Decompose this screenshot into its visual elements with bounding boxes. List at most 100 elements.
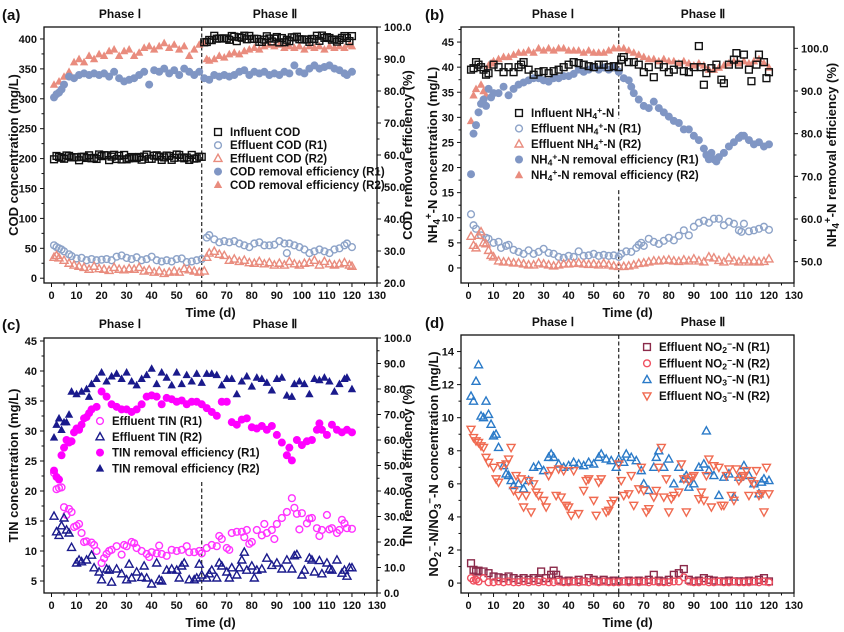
y-tick-label: 10 bbox=[25, 546, 37, 558]
data-point bbox=[260, 241, 269, 250]
data-point bbox=[554, 577, 563, 586]
legend-item: COD removal efficiency (R2) bbox=[213, 180, 385, 192]
data-point bbox=[509, 245, 518, 254]
data-point bbox=[141, 572, 152, 582]
data-point bbox=[624, 578, 633, 587]
data-point bbox=[227, 31, 236, 41]
data-point bbox=[102, 376, 111, 385]
legend-label: Effluent NO2−-N (R2) bbox=[659, 355, 770, 372]
data-point bbox=[514, 63, 523, 72]
data-point bbox=[320, 373, 329, 381]
data-point bbox=[555, 493, 567, 503]
data-point bbox=[69, 57, 79, 66]
data-point bbox=[341, 570, 353, 580]
data-point bbox=[490, 428, 502, 438]
data-point bbox=[559, 43, 568, 52]
data-point bbox=[759, 577, 769, 586]
data-point bbox=[342, 524, 352, 533]
data-point bbox=[649, 97, 658, 106]
data-point bbox=[147, 364, 156, 372]
data-point bbox=[195, 546, 204, 556]
y-tick-label: 5 bbox=[448, 238, 454, 250]
x-tick-label: 30 bbox=[537, 290, 549, 302]
data-point bbox=[466, 116, 476, 125]
data-point bbox=[295, 525, 304, 534]
data-point bbox=[494, 54, 503, 63]
data-point bbox=[57, 153, 66, 162]
x-tick-label: 100 bbox=[293, 600, 311, 612]
data-point bbox=[728, 255, 740, 265]
data-point bbox=[514, 578, 523, 587]
y-tick-label: 40 bbox=[25, 366, 37, 378]
data-point bbox=[152, 549, 161, 558]
x-tick-label: 130 bbox=[785, 600, 803, 612]
data-point bbox=[227, 528, 236, 538]
data-point bbox=[235, 49, 244, 58]
data-point bbox=[560, 501, 572, 511]
data-point bbox=[122, 253, 131, 262]
data-point bbox=[579, 48, 588, 56]
data-point bbox=[741, 466, 752, 477]
data-point bbox=[230, 48, 239, 56]
data-point bbox=[629, 48, 638, 56]
data-point bbox=[271, 557, 283, 567]
legend-marker bbox=[514, 170, 524, 179]
y-tick-label: 5 bbox=[31, 576, 37, 588]
y-tick-label: 25 bbox=[442, 137, 454, 149]
data-point bbox=[250, 239, 259, 248]
data-point bbox=[699, 144, 708, 153]
x-tick-label: 30 bbox=[537, 600, 549, 612]
series-effluent-no3-n-r2- bbox=[465, 425, 775, 521]
x-tick-label: 40 bbox=[563, 600, 575, 612]
data-point bbox=[247, 537, 256, 547]
data-point bbox=[199, 265, 210, 275]
legend-marker bbox=[642, 342, 652, 352]
data-point bbox=[494, 63, 503, 72]
data-point bbox=[503, 455, 514, 465]
data-point bbox=[215, 238, 224, 247]
data-point bbox=[544, 43, 553, 52]
data-point bbox=[489, 578, 498, 587]
data-point bbox=[674, 569, 683, 578]
legend-marker bbox=[213, 141, 223, 150]
data-point bbox=[524, 65, 533, 74]
data-point bbox=[696, 488, 707, 498]
data-point bbox=[739, 50, 749, 59]
data-point bbox=[523, 259, 534, 269]
x-tick-label: 90 bbox=[688, 600, 700, 612]
x-tick-label: 50 bbox=[171, 600, 183, 612]
y-right-tick-label: 40.0 bbox=[384, 214, 405, 226]
legend-item: Effluent NH4+-N (R2) bbox=[513, 136, 641, 152]
data-point bbox=[137, 400, 146, 409]
legend-marker bbox=[514, 124, 524, 133]
data-point bbox=[529, 70, 538, 79]
x-tick-label: 80 bbox=[246, 600, 258, 612]
data-point bbox=[480, 238, 492, 248]
data-point bbox=[493, 478, 504, 488]
legend-label: Influent NH4+-N bbox=[531, 105, 614, 122]
data-point bbox=[503, 256, 514, 266]
data-point bbox=[287, 494, 296, 503]
data-point bbox=[764, 225, 774, 234]
data-point bbox=[704, 218, 713, 227]
data-point bbox=[48, 251, 60, 261]
panel-label: (b) bbox=[425, 7, 444, 24]
data-point bbox=[674, 58, 684, 67]
data-point bbox=[726, 491, 737, 502]
x-tick-label: 40 bbox=[563, 290, 575, 302]
data-point bbox=[644, 63, 653, 72]
data-point bbox=[661, 475, 672, 485]
data-point bbox=[180, 41, 189, 50]
data-point bbox=[162, 256, 171, 265]
data-point bbox=[132, 153, 141, 163]
phase-label-1: Phase Ⅰ bbox=[532, 315, 574, 329]
data-point bbox=[325, 33, 334, 43]
data-point bbox=[689, 63, 698, 72]
data-point bbox=[162, 373, 171, 381]
data-point bbox=[476, 80, 486, 88]
x-tick-label: 50 bbox=[171, 290, 183, 302]
data-point bbox=[754, 578, 764, 587]
data-point bbox=[96, 574, 107, 584]
data-point bbox=[309, 254, 320, 264]
data-point bbox=[470, 437, 482, 447]
